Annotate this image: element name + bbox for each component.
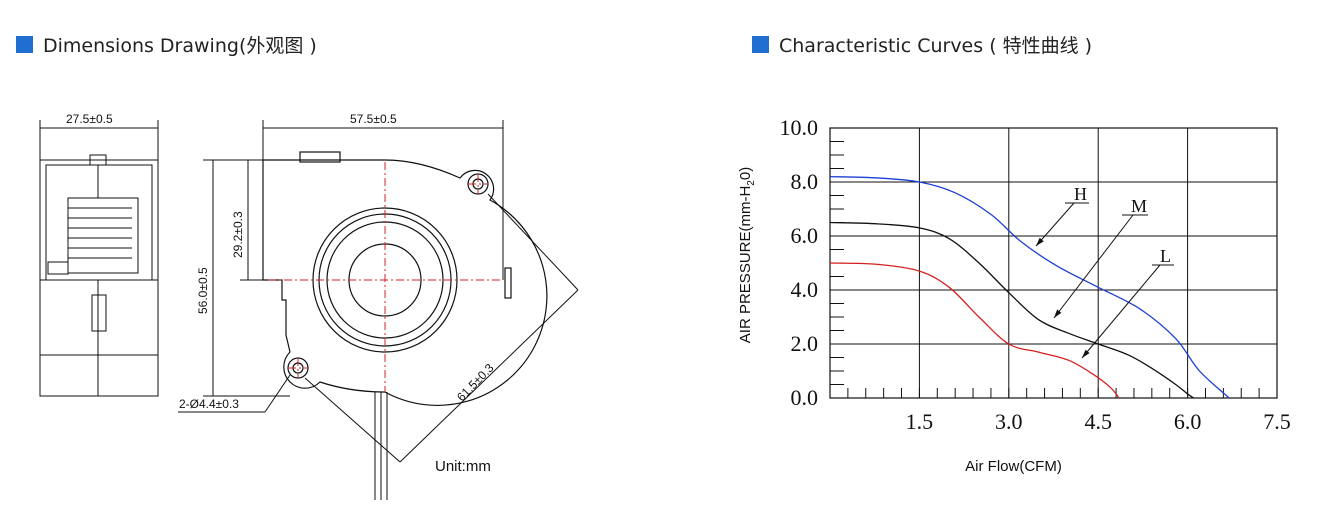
dim-diagonal: 61.5±0.3 <box>454 361 497 404</box>
blue-square-icon <box>752 36 769 53</box>
curve-leader-line <box>1081 264 1161 359</box>
plot-frame <box>829 127 1278 399</box>
dim-total-height: 56.0±0.5 <box>196 267 210 314</box>
x-tick-label: 3.0 <box>995 409 1023 434</box>
side-view <box>39 120 159 397</box>
curve-leader-line <box>1035 202 1075 247</box>
curves-header: Characteristic Curves ( 特性曲线 ) <box>752 31 1092 58</box>
dim-top-width: 57.5±0.5 <box>350 112 397 126</box>
arrow-head-icon <box>1054 309 1062 318</box>
curve-label-h: H <box>1074 184 1087 204</box>
arrow-head-icon <box>1082 349 1090 358</box>
x-axis-label: Air Flow(CFM) <box>965 458 1062 475</box>
characteristic-chart: 1.5 3.0 4.5 6.0 7.5 0.0 2.0 4.0 6.0 8.0 10.0 Air Fl… <box>737 115 1291 475</box>
blue-square-icon <box>16 36 33 53</box>
curves-title: Characteristic Curves ( 特性曲线 ) <box>779 35 1093 57</box>
unit-label: Unit:mm <box>435 458 491 475</box>
y-tick-label: 10.0 <box>780 115 819 140</box>
dimensions-header: Dimensions Drawing(外观图 ) <box>16 31 317 58</box>
y-tick-label: 2.0 <box>791 331 819 356</box>
dim-center-height: 29.2±0.3 <box>231 211 245 258</box>
y-axis-label: AIR PRESSURE(mm-H20) <box>737 167 757 343</box>
y-tick-label: 8.0 <box>791 169 819 194</box>
center-lines <box>268 162 500 392</box>
series-line-l <box>829 262 1120 399</box>
x-tick-label: 6.0 <box>1174 409 1202 434</box>
y-tick-label: 0.0 <box>791 385 819 410</box>
front-view <box>178 120 579 500</box>
curve-label-m: M <box>1131 196 1147 216</box>
x-tick-label: 7.5 <box>1263 409 1291 434</box>
curve-leader-line <box>1053 214 1134 319</box>
arrow-head-icon <box>1036 237 1044 246</box>
y-tick-label: 4.0 <box>791 277 819 302</box>
y-tick-label: 6.0 <box>791 223 819 248</box>
series-line-m <box>829 221 1194 399</box>
dimensions-title: Dimensions Drawing(外观图 ) <box>43 35 317 57</box>
dim-holes: 2-Ø4.4±0.3 <box>179 397 239 411</box>
series-line-h <box>829 175 1230 399</box>
curve-label-l: L <box>1160 246 1171 266</box>
x-tick-label: 4.5 <box>1084 409 1112 434</box>
x-tick-label: 1.5 <box>906 409 934 434</box>
dim-side-width: 27.5±0.5 <box>66 112 113 126</box>
